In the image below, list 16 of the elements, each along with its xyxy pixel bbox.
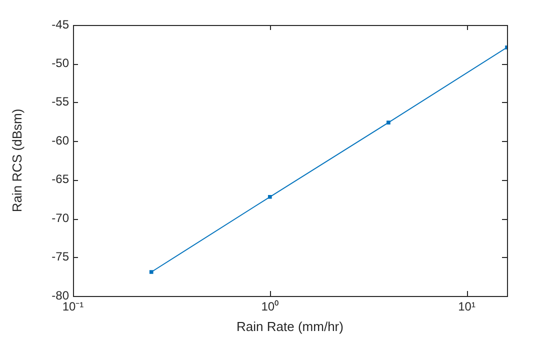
x-tick-label: 10¹: [458, 300, 476, 314]
y-tick-label: -80: [52, 288, 70, 302]
y-tick-label: -75: [52, 250, 70, 264]
y-tick-label: -50: [52, 56, 70, 70]
y-tick-label: -70: [52, 210, 70, 225]
y-tick-label: -65: [52, 172, 70, 186]
y-tick-label: -45: [52, 17, 70, 32]
point: [268, 194, 272, 199]
x-tick-label: 10⁰: [261, 300, 279, 314]
point: [386, 120, 390, 124]
x-axis-title: Rain Rate (mm/hr): [236, 318, 344, 334]
y-tick-label: -55: [52, 94, 70, 109]
point: [149, 270, 154, 274]
x-tick-label: 10⁻¹: [62, 300, 84, 314]
y-tick-label: -60: [52, 133, 70, 148]
y-axis-title: Rain RCS (dBsm): [9, 108, 24, 212]
